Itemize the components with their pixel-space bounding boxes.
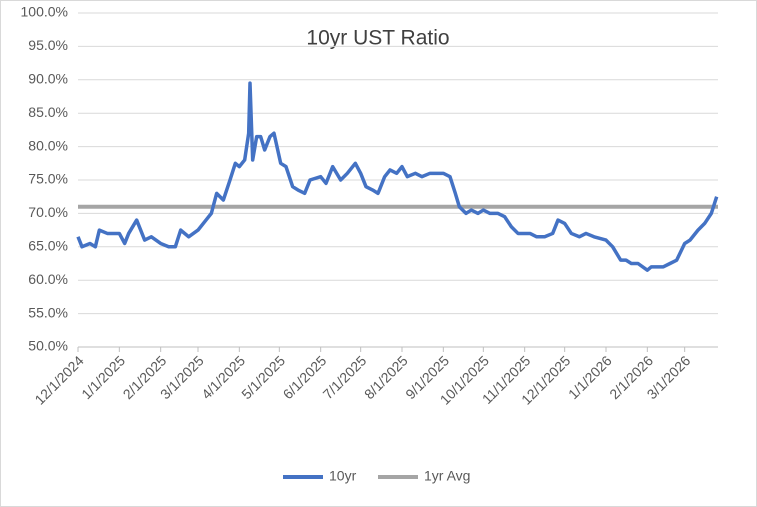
y-tick-label: 90.0% [28, 71, 68, 87]
y-tick-label: 55.0% [28, 304, 68, 320]
legend-label: 1yr Avg [424, 468, 470, 484]
y-tick-label: 50.0% [28, 338, 68, 354]
y-tick-label: 70.0% [28, 204, 68, 220]
y-tick-label: 65.0% [28, 238, 68, 254]
y-tick-label: 60.0% [28, 271, 68, 287]
y-tick-label: 85.0% [28, 104, 68, 120]
chart-title: 10yr UST Ratio [306, 27, 449, 50]
y-tick-label: 95.0% [28, 37, 68, 53]
legend-label: 10yr [329, 468, 357, 484]
y-tick-label: 100.0% [21, 4, 68, 20]
y-tick-label: 80.0% [28, 137, 68, 153]
y-tick-label: 75.0% [28, 171, 68, 187]
line-series [76, 81, 719, 272]
